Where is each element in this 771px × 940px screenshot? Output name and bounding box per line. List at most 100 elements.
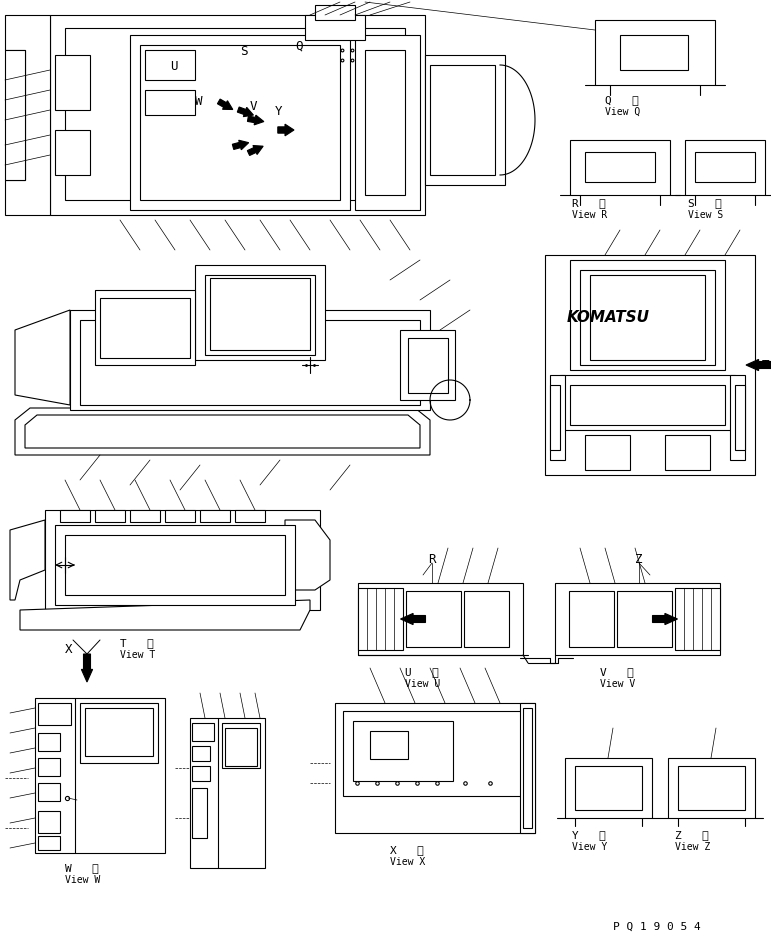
Polygon shape bbox=[746, 359, 771, 370]
Bar bbox=[575, 766, 642, 810]
Bar bbox=[65, 535, 285, 595]
Bar bbox=[425, 55, 505, 185]
Bar bbox=[406, 591, 461, 647]
Bar bbox=[95, 510, 125, 522]
Bar bbox=[580, 270, 715, 365]
Bar bbox=[355, 35, 420, 210]
Bar bbox=[585, 435, 630, 470]
Bar bbox=[335, 703, 535, 833]
Bar bbox=[353, 721, 453, 781]
Text: Y   視: Y 視 bbox=[572, 830, 606, 840]
Bar bbox=[590, 275, 705, 360]
Bar bbox=[668, 758, 755, 818]
Bar bbox=[55, 130, 90, 175]
Bar bbox=[408, 338, 448, 393]
Text: Q   視: Q 視 bbox=[605, 95, 638, 105]
Bar bbox=[55, 55, 90, 110]
Polygon shape bbox=[15, 310, 70, 405]
Bar bbox=[192, 766, 210, 781]
Bar bbox=[200, 510, 230, 522]
Bar bbox=[55, 525, 295, 605]
Polygon shape bbox=[400, 614, 426, 624]
Bar bbox=[570, 260, 725, 370]
Bar bbox=[358, 588, 403, 650]
Polygon shape bbox=[237, 107, 254, 117]
Bar bbox=[140, 45, 340, 200]
Bar bbox=[565, 758, 652, 818]
Bar bbox=[550, 385, 560, 450]
Bar bbox=[38, 783, 60, 801]
Bar bbox=[165, 510, 195, 522]
Bar bbox=[38, 758, 60, 776]
Polygon shape bbox=[247, 115, 264, 125]
Text: T   視: T 視 bbox=[120, 638, 153, 648]
Bar bbox=[570, 385, 725, 425]
Bar bbox=[430, 65, 495, 175]
Bar bbox=[95, 290, 195, 365]
Bar bbox=[145, 90, 195, 115]
Polygon shape bbox=[652, 614, 678, 624]
Bar bbox=[365, 50, 405, 195]
Bar bbox=[545, 255, 755, 475]
Bar bbox=[192, 723, 214, 741]
Polygon shape bbox=[285, 520, 330, 590]
Bar bbox=[38, 703, 71, 725]
Polygon shape bbox=[278, 124, 294, 136]
Bar bbox=[192, 788, 207, 838]
Bar bbox=[464, 591, 509, 647]
Text: S   視: S 視 bbox=[688, 198, 722, 208]
Bar bbox=[70, 310, 430, 410]
Bar bbox=[678, 766, 745, 810]
Text: Y: Y bbox=[275, 105, 282, 118]
Bar bbox=[35, 698, 165, 853]
Text: W: W bbox=[195, 95, 203, 108]
Text: R   視: R 視 bbox=[572, 198, 606, 208]
Bar bbox=[195, 265, 325, 360]
Bar bbox=[235, 510, 265, 522]
Bar bbox=[225, 728, 257, 766]
Polygon shape bbox=[5, 15, 50, 215]
Bar bbox=[5, 50, 25, 180]
Bar bbox=[523, 708, 532, 828]
Bar bbox=[595, 20, 715, 85]
Bar bbox=[620, 35, 688, 70]
Bar bbox=[560, 375, 735, 430]
Text: Z: Z bbox=[635, 553, 642, 566]
Bar bbox=[205, 275, 315, 355]
Bar bbox=[585, 152, 655, 182]
Polygon shape bbox=[82, 654, 93, 682]
Text: View W: View W bbox=[65, 875, 100, 885]
Text: X: X bbox=[65, 643, 72, 656]
Polygon shape bbox=[232, 140, 249, 149]
Text: View X: View X bbox=[390, 857, 426, 867]
Bar bbox=[735, 385, 745, 450]
Text: View Q: View Q bbox=[605, 107, 640, 117]
Text: View U: View U bbox=[405, 679, 440, 689]
Bar bbox=[65, 28, 405, 200]
Bar bbox=[730, 375, 745, 460]
Bar bbox=[550, 375, 565, 460]
Text: View R: View R bbox=[572, 210, 608, 220]
Bar bbox=[38, 811, 60, 833]
Polygon shape bbox=[25, 415, 420, 448]
Bar bbox=[210, 278, 310, 350]
Text: S: S bbox=[240, 45, 247, 58]
Text: View T: View T bbox=[120, 650, 155, 660]
Bar bbox=[555, 583, 720, 655]
Bar bbox=[343, 711, 527, 796]
Bar bbox=[80, 320, 420, 405]
Bar bbox=[685, 140, 765, 195]
Bar bbox=[665, 435, 710, 470]
Polygon shape bbox=[217, 99, 233, 109]
Bar bbox=[145, 50, 195, 80]
Bar bbox=[45, 510, 320, 610]
Bar bbox=[130, 510, 160, 522]
Bar bbox=[569, 591, 614, 647]
Text: U   視: U 視 bbox=[405, 667, 439, 677]
Bar bbox=[358, 583, 523, 655]
Bar bbox=[80, 703, 158, 763]
Bar bbox=[60, 510, 90, 522]
Bar bbox=[520, 703, 535, 833]
Text: View V: View V bbox=[600, 679, 635, 689]
Bar bbox=[192, 746, 210, 761]
